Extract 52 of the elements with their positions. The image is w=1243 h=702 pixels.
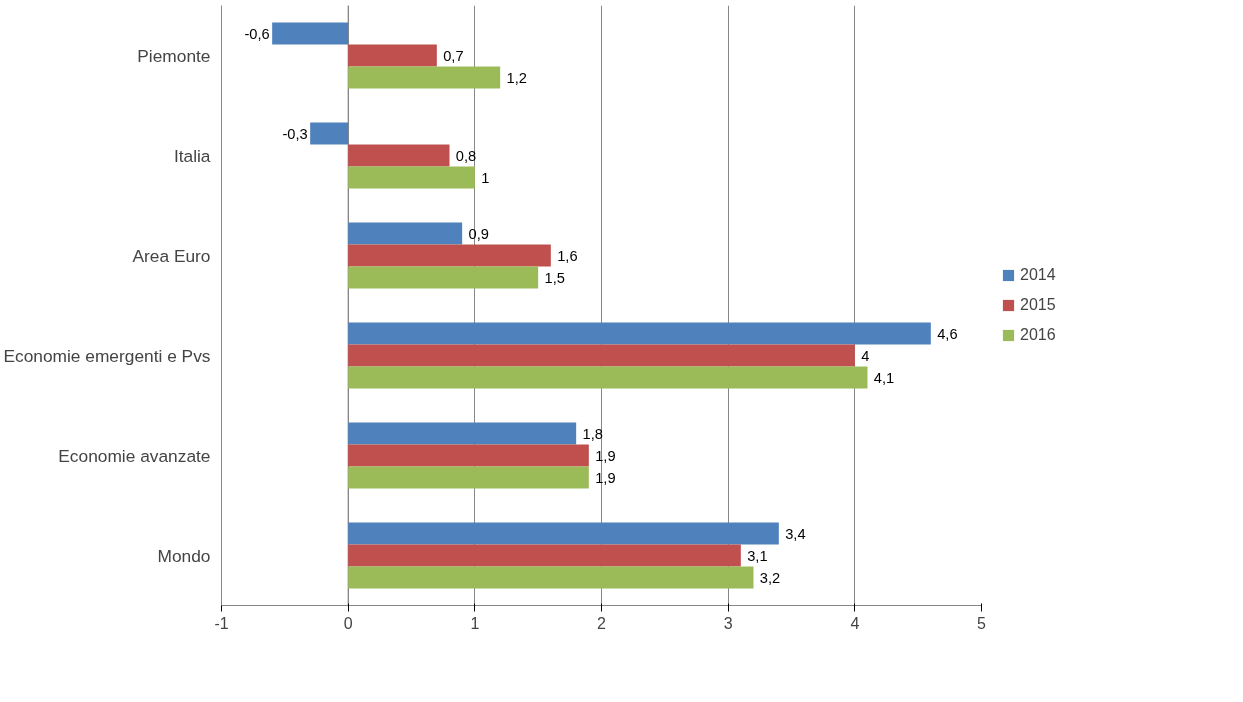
data-label: 1,9 <box>595 469 616 486</box>
data-label: 1,2 <box>506 69 527 86</box>
data-label: 4,1 <box>873 369 895 386</box>
bar <box>348 44 437 67</box>
bar <box>348 222 463 245</box>
y-tick-label: Economie emergenti e Pvs <box>3 345 211 366</box>
data-label: 1,6 <box>557 247 578 264</box>
bar <box>348 366 868 389</box>
bar <box>348 166 475 189</box>
bar <box>310 122 349 145</box>
data-label: 1 <box>481 169 490 186</box>
y-tick-label: Italia <box>173 145 211 166</box>
legend-label: 2014 <box>1020 266 1056 284</box>
data-label: 0,9 <box>468 225 489 242</box>
bar <box>348 566 754 589</box>
data-label: 1,5 <box>544 269 565 286</box>
bar <box>348 444 589 467</box>
bar <box>272 22 349 45</box>
x-tick-label: 5 <box>977 614 987 632</box>
data-label: 0,8 <box>455 147 477 164</box>
bar <box>348 544 741 567</box>
bar <box>348 522 779 545</box>
data-label: 4 <box>861 347 870 364</box>
x-tick-label: 3 <box>723 614 733 632</box>
bar <box>348 66 501 89</box>
data-label: -0,3 <box>282 125 308 142</box>
bar <box>348 344 855 367</box>
x-tick-label: 2 <box>597 614 607 632</box>
data-label: 3,4 <box>785 525 806 542</box>
x-tick-label: 1 <box>470 614 480 632</box>
data-label: -0,6 <box>244 25 270 42</box>
data-label: 3,2 <box>759 569 781 586</box>
x-tick-label: 0 <box>343 614 353 632</box>
legend-label: 2016 <box>1020 326 1056 344</box>
y-tick-label: Economie avanzate <box>58 445 211 466</box>
data-label: 1,9 <box>595 447 616 464</box>
bar <box>348 466 589 489</box>
data-label: 4,6 <box>937 325 958 342</box>
x-tick-label: -1 <box>214 614 229 632</box>
data-label: 3,1 <box>747 547 768 564</box>
x-tick-label: 4 <box>850 614 860 632</box>
y-tick-label: Mondo <box>157 545 211 566</box>
data-label: 1,8 <box>582 425 603 442</box>
bar <box>348 144 450 167</box>
bar <box>348 422 577 445</box>
bar <box>348 244 551 267</box>
bar <box>348 266 539 289</box>
legend-label: 2015 <box>1020 296 1056 314</box>
bar <box>348 322 931 345</box>
y-tick-label: Area Euro <box>132 245 211 266</box>
y-tick-label: Piemonte <box>137 45 211 66</box>
data-label: 0,7 <box>443 47 464 64</box>
